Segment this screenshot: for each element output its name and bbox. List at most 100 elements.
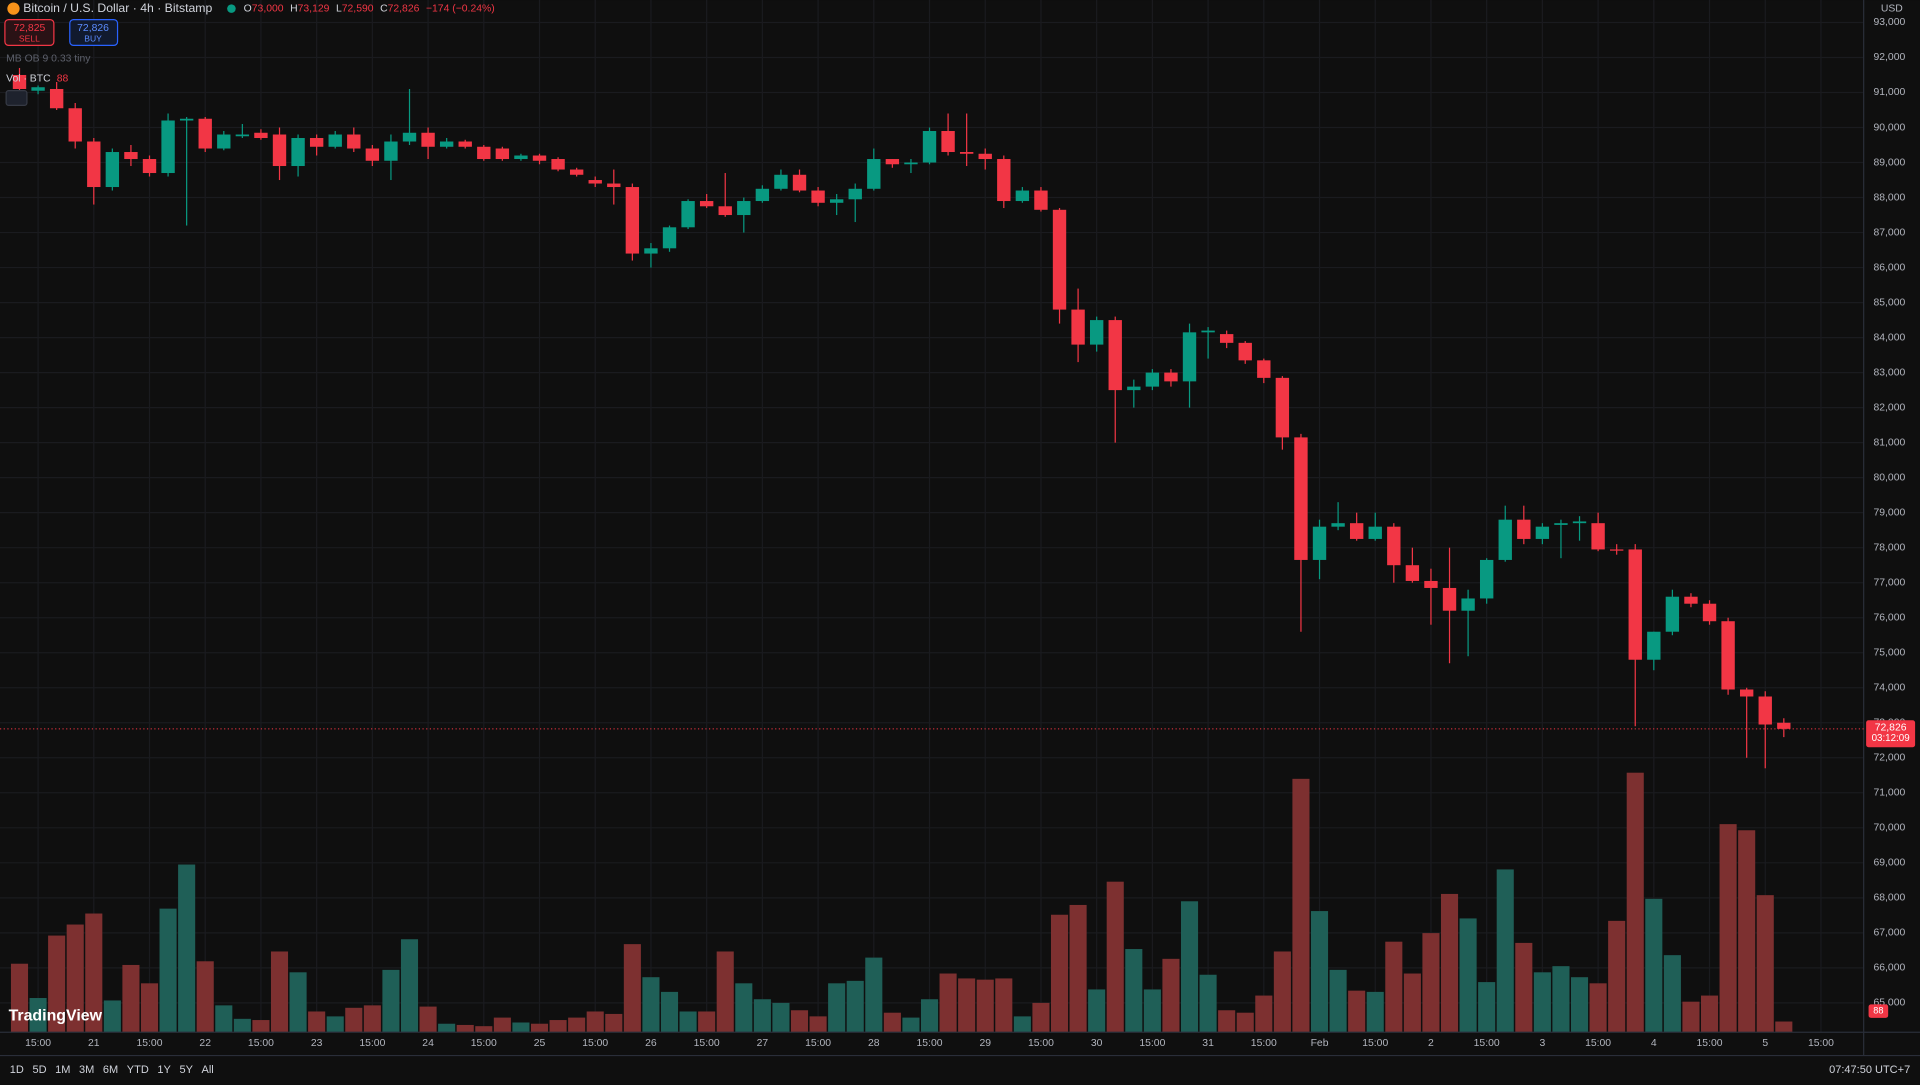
candle-body xyxy=(161,120,175,174)
volume-bar xyxy=(920,999,939,1033)
candle-body xyxy=(1554,523,1568,525)
candle-body xyxy=(1702,603,1717,622)
range-button[interactable]: 1D xyxy=(10,1064,24,1076)
range-button[interactable]: 1Y xyxy=(157,1064,171,1076)
x-tick-label: 15:00 xyxy=(1585,1038,1611,1049)
volume-bar xyxy=(1255,995,1273,1033)
y-tick-label: 87,000 xyxy=(1873,227,1905,238)
range-button[interactable]: All xyxy=(202,1064,214,1076)
candle-body xyxy=(217,134,231,149)
y-tick-label: 91,000 xyxy=(1873,87,1905,98)
range-button[interactable]: YTD xyxy=(127,1064,149,1076)
x-tick-label: 31 xyxy=(1202,1038,1214,1049)
volume-bar xyxy=(568,1017,586,1033)
sell-label[interactable]: SELL xyxy=(19,34,40,44)
candle-body xyxy=(699,201,714,207)
grid xyxy=(0,0,1864,1033)
candle-body xyxy=(922,131,937,163)
currency[interactable]: USD xyxy=(1881,3,1903,14)
ohlc-value: 73,129 xyxy=(298,3,330,14)
range-button[interactable]: 5D xyxy=(32,1064,46,1076)
sell-button[interactable]: 72,825 SELL xyxy=(4,19,55,46)
x-tick-label: 3 xyxy=(1539,1038,1545,1049)
buy-price[interactable]: 72,826 xyxy=(77,23,109,34)
volume-bar xyxy=(103,1000,121,1033)
candle-body xyxy=(1498,519,1512,560)
candle-body xyxy=(1257,360,1271,378)
candle-body xyxy=(1405,565,1420,581)
candle-body xyxy=(1739,689,1754,697)
volume-bar xyxy=(400,939,419,1033)
candle-body xyxy=(792,174,807,191)
volume-bar xyxy=(270,951,289,1033)
candle-body xyxy=(179,118,194,121)
candle-body xyxy=(254,132,268,139)
candle-body xyxy=(12,74,27,89)
range-button[interactable]: 6M xyxy=(103,1064,118,1076)
volume-bar xyxy=(530,1023,549,1033)
y-tick-label: 84,000 xyxy=(1873,332,1905,343)
candle-body xyxy=(477,146,491,160)
x-tick-label: 15:00 xyxy=(1362,1038,1388,1049)
ohlc-value: 72,826 xyxy=(388,3,420,14)
volume-bar xyxy=(1088,989,1106,1033)
y-tick-label: 90,000 xyxy=(1873,122,1905,133)
range-button[interactable]: 3M xyxy=(79,1064,94,1076)
volume-bar xyxy=(196,961,214,1033)
candle-body xyxy=(1164,372,1178,382)
candle-body xyxy=(1479,559,1494,599)
y-tick-label: 86,000 xyxy=(1873,262,1905,273)
volume-bar xyxy=(10,963,29,1033)
x-tick-label: 15:00 xyxy=(25,1038,51,1049)
buy-box[interactable] xyxy=(69,19,119,46)
x-tick-label: 27 xyxy=(757,1038,769,1049)
volume-bar xyxy=(1069,904,1087,1033)
candle-body xyxy=(514,155,528,160)
last-price-box xyxy=(1866,720,1916,748)
x-tick-label: 28 xyxy=(868,1038,880,1049)
indicator-legend: MB OB 9 0.33 tiny xyxy=(6,54,91,65)
volume-bar xyxy=(1626,772,1644,1033)
x-tick-label: 21 xyxy=(88,1038,100,1049)
x-tick-label: 15:00 xyxy=(1139,1038,1165,1049)
collapse-button[interactable] xyxy=(5,90,28,106)
volume-bar xyxy=(1700,995,1719,1033)
candle-body xyxy=(1517,519,1531,539)
volume-bar xyxy=(1125,949,1143,1033)
x-tick-label: 15:00 xyxy=(1251,1038,1277,1049)
buy-label[interactable]: BUY xyxy=(84,34,102,44)
candle-body xyxy=(1219,334,1234,343)
sell-price[interactable]: 72,825 xyxy=(13,23,45,34)
x-tick-label: 15:00 xyxy=(471,1038,497,1049)
candle-body xyxy=(997,159,1011,202)
y-tick-label: 69,000 xyxy=(1873,858,1905,869)
volume-bar xyxy=(1199,974,1217,1033)
volume-bar xyxy=(1032,1002,1050,1033)
candle-body xyxy=(607,183,621,188)
candle-body xyxy=(1108,320,1122,391)
volume-bar xyxy=(512,1022,530,1033)
volume-bar xyxy=(549,1020,567,1033)
range-button[interactable]: 5Y xyxy=(179,1064,193,1076)
volume-legend: Vol · BTC 88 xyxy=(6,73,68,84)
volume-bar xyxy=(326,1016,344,1033)
sell-box[interactable] xyxy=(4,19,55,46)
y-tick-label: 78,000 xyxy=(1873,542,1905,553)
buy-button[interactable]: 72,826 BUY xyxy=(69,19,119,46)
ohlc-key: C xyxy=(380,3,388,14)
volume-bar xyxy=(1273,951,1291,1033)
volume-last-box xyxy=(1868,1004,1889,1018)
logo: TradingView xyxy=(9,1008,103,1025)
range-button[interactable]: 1M xyxy=(55,1064,70,1076)
y-tick-label: 92,000 xyxy=(1873,52,1905,63)
candle-body xyxy=(1368,526,1382,539)
volume-bar xyxy=(1050,914,1069,1033)
change: −174 (−0.24%) xyxy=(426,3,495,14)
candle-body xyxy=(105,152,120,188)
volume-bar xyxy=(735,983,753,1033)
volume-bar xyxy=(308,1011,326,1033)
volume-bar xyxy=(122,964,140,1033)
x-tick-label: 15:00 xyxy=(694,1038,720,1049)
price-pane xyxy=(12,67,1791,769)
volume-bar xyxy=(1552,966,1570,1033)
